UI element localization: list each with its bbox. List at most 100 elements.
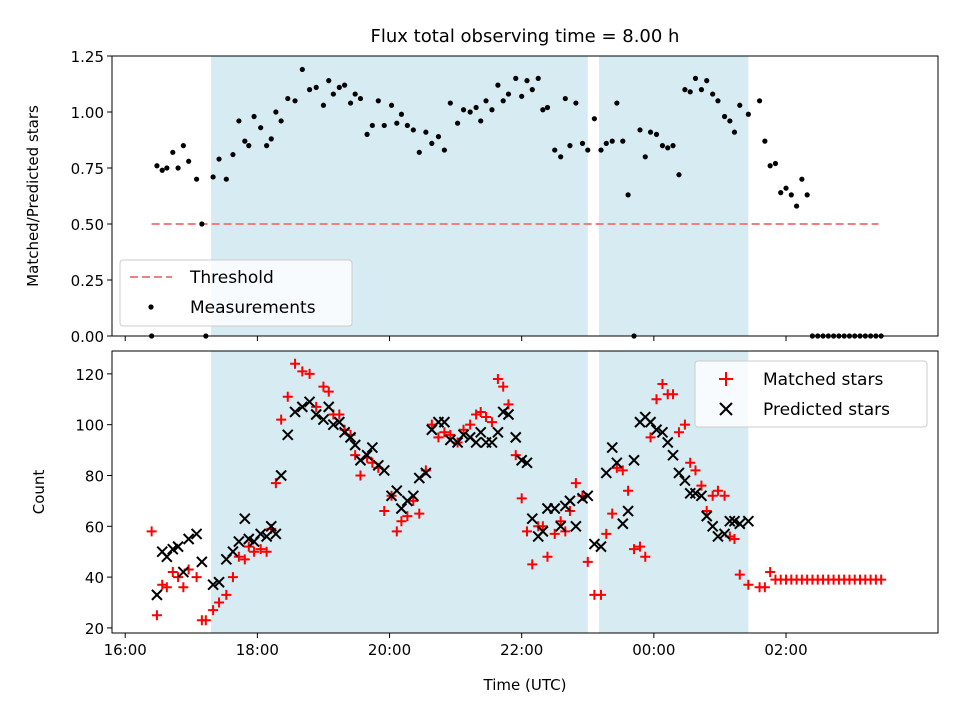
predicted-star-point (644, 416, 657, 428)
x-tick-label: 20:00 (368, 641, 411, 659)
predicted-star-point (706, 520, 719, 533)
measurement-point (552, 147, 558, 153)
ratio-panel: 0.00 0.25 0.50 0.75 1.00 1.25 Flux total obse… (24, 26, 939, 346)
predicted-star-point (628, 454, 640, 466)
matched-star-point (323, 386, 334, 397)
matched-star-point (208, 605, 219, 616)
observing-window (599, 56, 749, 336)
matched-star-point (634, 541, 645, 552)
predicted-star-point (588, 538, 601, 550)
measurement-point (682, 87, 688, 93)
matched-star-point (645, 432, 656, 443)
measurement-point (342, 82, 348, 88)
matched-star-point (527, 559, 538, 570)
y-tick-label: 1.00 (71, 104, 104, 122)
measurement-point (799, 176, 805, 182)
y-tick-label: 120 (75, 366, 104, 384)
measurement-point (562, 95, 568, 102)
measurement-point (347, 100, 354, 106)
matched-star-point (167, 567, 178, 578)
measurement-point (637, 127, 643, 133)
measurement-point (519, 93, 525, 99)
predicted-star-point (407, 490, 420, 502)
matched-star-point (146, 526, 157, 537)
matched-star-point (601, 528, 612, 539)
matched-star-point (549, 528, 560, 539)
predicted-star-point (521, 457, 533, 469)
matched-star-point (282, 391, 293, 402)
measurement-point (299, 66, 305, 73)
measurement-point (778, 190, 784, 196)
matched-star-point (685, 457, 696, 468)
matched-star-point (555, 516, 566, 527)
ratio-y-label: Matched/Predicted stars (24, 105, 42, 287)
predicted-star-point (611, 457, 623, 469)
measurement-point (793, 203, 800, 209)
measurement-point (264, 143, 270, 149)
matched-star-point (679, 419, 690, 430)
matched-star-point (402, 511, 413, 522)
measurement-point (721, 113, 728, 120)
measurement-point (441, 147, 447, 153)
matched-star-point (276, 414, 287, 425)
measurement-point (715, 98, 721, 104)
matched-star-point (582, 556, 593, 567)
measurement-point (567, 143, 573, 149)
count-axes-frame (111, 350, 939, 634)
matched-star-point (537, 521, 548, 532)
y-tick-label: 20 (85, 620, 104, 638)
predicted-star-point (689, 487, 702, 499)
legend-threshold-label: Threshold (189, 268, 274, 288)
predicted-star-point (213, 576, 225, 588)
predicted-star-point (289, 406, 301, 418)
measurement-point (454, 120, 461, 126)
matched-star-point (408, 495, 419, 506)
measurement-point (804, 192, 810, 198)
count-panel: 20 40 60 80 100 120 16:00 18:00 20:00 22:00 00:00… (30, 350, 939, 694)
matched-star-point (673, 427, 684, 438)
predicted-star-point (207, 579, 219, 591)
predicted-star-point (354, 454, 367, 466)
predicted-star-point (564, 495, 576, 507)
predicted-star-point (549, 502, 561, 515)
matched-star-point (350, 450, 361, 461)
predicted-star-point (510, 431, 522, 444)
legend-measurements-label: Measurements (190, 298, 316, 318)
predicted-star-point (438, 416, 451, 428)
measurement-point (670, 143, 676, 149)
matched-star-point (611, 462, 622, 473)
measurement-point (513, 75, 519, 81)
measurement-point (579, 140, 586, 146)
predicted-star-point (600, 467, 612, 479)
measurement-point (159, 167, 165, 173)
measurement-point (603, 140, 609, 146)
predicted-star-point (310, 408, 322, 421)
matched-star-point (492, 373, 503, 384)
measurement-point (285, 95, 291, 102)
matched-star-point (290, 358, 301, 369)
matched-star-point (255, 544, 266, 555)
matched-star-point (445, 429, 456, 440)
ratio-y-axis: 0.00 0.25 0.50 0.75 1.00 1.25 (71, 48, 112, 346)
measurement-point (692, 75, 699, 81)
predicted-star-point (734, 518, 746, 530)
predicted-star-point (595, 540, 607, 553)
measurement-point (242, 138, 248, 144)
matched-star-point (214, 597, 225, 608)
measurement-point (447, 100, 453, 106)
measurement-point (731, 129, 738, 135)
measurement-point (273, 109, 279, 115)
predicted-star-point (617, 518, 629, 530)
ratio-legend: Threshold Measurements (119, 259, 353, 327)
legend-predicted-swatch (719, 402, 733, 416)
predicted-star-point (475, 426, 487, 439)
predicted-star-point (239, 512, 251, 525)
measurement-point (473, 104, 479, 111)
x-tick-label: 00:00 (632, 641, 675, 659)
measurement-point (292, 98, 298, 104)
measurement-point (745, 111, 751, 117)
measurement-point (500, 98, 506, 104)
matched-star-point (729, 534, 740, 544)
measurement-point (175, 165, 181, 171)
